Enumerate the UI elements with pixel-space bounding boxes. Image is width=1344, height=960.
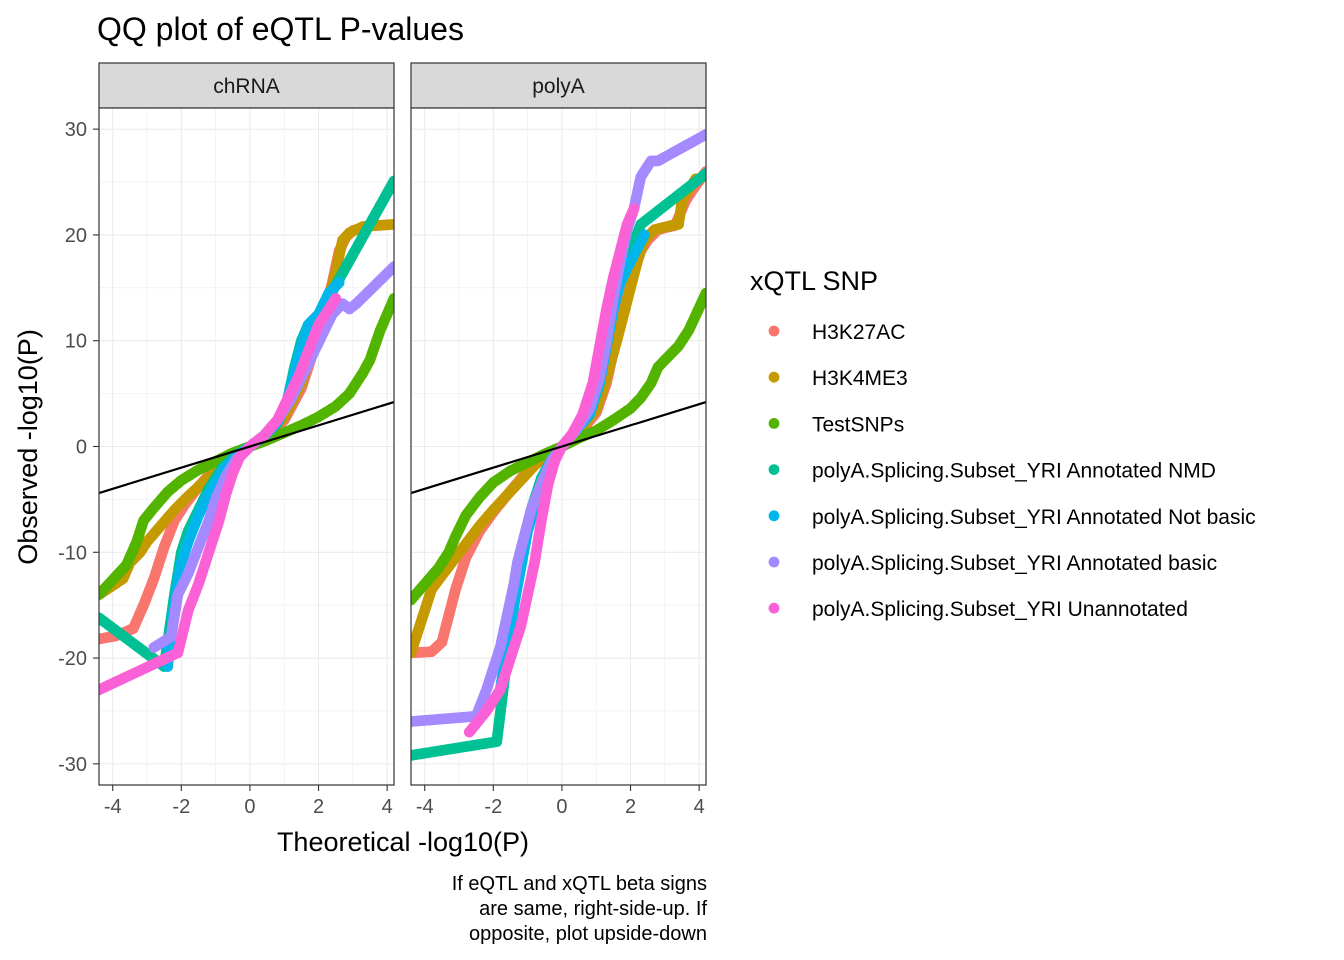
caption: If eQTL and xQTL beta signs are same, ri… — [452, 873, 708, 945]
legend-marker — [768, 464, 780, 475]
caption-line: If eQTL and xQTL beta signs — [452, 873, 707, 895]
y-tick-label: 0 — [76, 437, 87, 459]
legend-item: H3K27AC — [768, 321, 905, 344]
legend-title: xQTL SNP — [750, 266, 878, 296]
x-tick-label: 0 — [556, 796, 567, 818]
series-testsnps — [99, 293, 394, 600]
data-point — [333, 277, 345, 288]
y-tick-label: 20 — [65, 225, 87, 247]
legend-label: H3K4ME3 — [812, 367, 908, 390]
data-point — [388, 293, 394, 304]
legend-label: polyA.Splicing.Subset_YRI Annotated basi… — [812, 552, 1217, 575]
legend-marker — [768, 371, 780, 383]
x-tick-label: -2 — [484, 796, 502, 818]
y-tick-label: -20 — [58, 648, 87, 670]
chart-title: QQ plot of eQTL P-values — [97, 11, 464, 47]
x-tick-label: -2 — [172, 796, 190, 818]
legend: xQTL SNP H3K27AC H3K4ME3 TestSNPs polyA.Spl… — [750, 266, 1256, 621]
legend-item: polyA.Splicing.Subset_YRI Annotated basi… — [768, 552, 1217, 575]
legend-marker — [768, 510, 780, 522]
y-axis-title: Observed -log10(P) — [13, 329, 43, 565]
legend-marker — [768, 418, 780, 429]
data-points — [99, 175, 394, 696]
data-point — [388, 218, 394, 230]
x-tick-label: 4 — [382, 796, 393, 818]
data-point — [700, 129, 706, 140]
data-point — [330, 293, 342, 304]
legend-marker — [768, 602, 780, 614]
y-tick-label: -10 — [58, 542, 87, 564]
legend-item: polyA.Splicing.Subset_YRI Annotated NMD — [768, 460, 1216, 483]
caption-line: are same, right-side-up. If — [479, 898, 707, 920]
legend-marker — [768, 556, 780, 568]
legend-label: polyA.Splicing.Subset_YRI Annotated Not … — [812, 506, 1256, 529]
caption-line: opposite, plot upside-down — [469, 923, 707, 945]
data-point — [388, 175, 394, 187]
y-tick-label: -30 — [58, 754, 87, 776]
data-point — [700, 287, 706, 299]
data-point — [628, 203, 640, 214]
legend-item: H3K4ME3 — [768, 367, 908, 390]
facet-strip — [410, 62, 707, 109]
legend-label: TestSNPs — [812, 413, 904, 436]
x-tick-label: -4 — [416, 796, 434, 818]
data-point — [700, 168, 706, 179]
x-tick-label: 4 — [694, 796, 705, 818]
reference-line — [411, 401, 706, 495]
x-tick-label: 2 — [313, 796, 324, 818]
y-tick-label: 30 — [65, 119, 87, 141]
legend-item: polyA.Splicing.Subset_YRI Unannotated — [768, 598, 1188, 621]
x-tick-label: 0 — [244, 796, 255, 818]
legend-label: polyA.Splicing.Subset_YRI Unannotated — [812, 598, 1188, 621]
series-polya-splicing-subset-yri-unannotated — [463, 203, 640, 738]
facet-panel-polyA: polyA -4 -2 0 2 4 — [410, 62, 707, 818]
legend-label: polyA.Splicing.Subset_YRI Annotated NMD — [812, 460, 1216, 483]
facet-strip — [98, 62, 395, 109]
reference-line — [99, 401, 394, 495]
facet-strip-label: chRNA — [213, 75, 280, 98]
axis-titles: Theoretical -log10(P) Observed -log10(P) — [13, 329, 529, 857]
legend-marker — [768, 325, 780, 337]
x-axis-title: Theoretical -log10(P) — [277, 827, 529, 857]
x-tick-label: 2 — [625, 796, 636, 818]
data-points — [411, 129, 706, 761]
x-tick-label: -4 — [104, 796, 122, 818]
legend-label: H3K27AC — [812, 321, 905, 344]
data-point — [388, 261, 394, 273]
legend-item: polyA.Splicing.Subset_YRI Annotated Not … — [768, 506, 1256, 529]
legend-item: TestSNPs — [768, 413, 904, 436]
series-polya-splicing-subset-yri-unannotated — [99, 293, 342, 696]
panel-border — [410, 107, 707, 786]
y-tick-label: 10 — [65, 331, 87, 353]
series-testsnps — [411, 287, 706, 606]
data-point — [638, 229, 650, 241]
facet-strip-label: polyA — [532, 75, 585, 98]
